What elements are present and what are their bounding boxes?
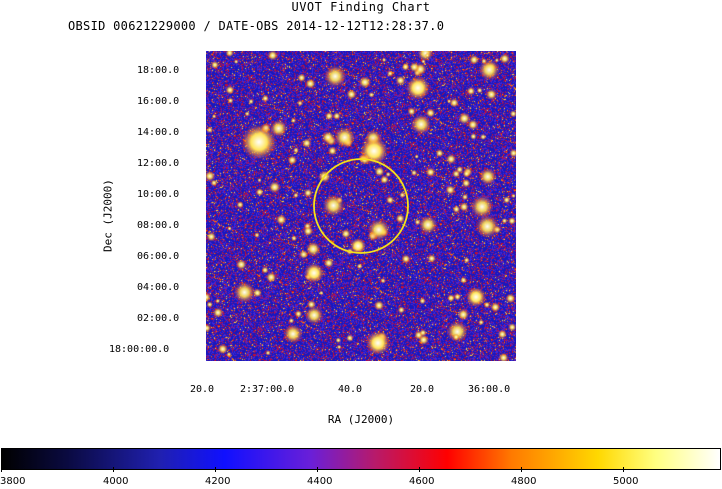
colorbar-tick <box>623 467 624 472</box>
colorbar-label: 4800 <box>511 476 537 487</box>
ra-tick-label: 40.0 <box>338 384 363 395</box>
colorbar-label: 4200 <box>205 476 231 487</box>
dec-tick-label: 18:00.0 <box>137 65 180 76</box>
colorbar-label: 4600 <box>409 476 435 487</box>
dec-tick-label: 04:00.0 <box>137 282 180 293</box>
source-region-overlay <box>313 158 409 254</box>
colorbar-tick <box>1 467 2 472</box>
colorbar-label: 4400 <box>307 476 333 487</box>
finding-chart-image <box>206 51 516 361</box>
ra-axis-title: RA (J2000) <box>327 413 395 426</box>
chart-subtitle: OBSID 00621229000 / DATE-OBS 2014-12-12T… <box>68 19 445 33</box>
dec-tick-label: 14:00.0 <box>137 127 180 138</box>
source-region-circle <box>313 158 409 254</box>
ra-tick-label: 20.0 <box>410 384 435 395</box>
ra-tick-label: 2:37:00.0 <box>240 384 295 395</box>
colorbar-label: 3800 <box>0 476 26 487</box>
dec-tick-label: 06:00.0 <box>137 251 180 262</box>
dec-axis-title: Dec (J2000) <box>101 179 115 252</box>
dec-tick-label: 02:00.0 <box>137 313 180 324</box>
dec-tick-label: 12:00.0 <box>137 158 180 169</box>
dec-tick-label: 16:00.0 <box>137 96 180 107</box>
colorbar-tick <box>215 467 216 472</box>
colorbar-label: 5000 <box>613 476 639 487</box>
ra-tick-label: 20.0 <box>190 384 215 395</box>
ra-tick-label: 36:00.0 <box>468 384 511 395</box>
dec-tick-label: 10:00.0 <box>137 189 180 200</box>
colorbar-label: 4000 <box>103 476 129 487</box>
colorbar-tick <box>113 467 114 472</box>
sky-image <box>206 51 516 361</box>
dec-tick-label: 18:00:00.0 <box>109 344 170 355</box>
colorbar-tick <box>419 467 420 472</box>
dec-tick-label: 08:00.0 <box>137 220 180 231</box>
colorbar <box>1 448 721 470</box>
colorbar-tick <box>317 467 318 472</box>
colorbar-tick <box>521 467 522 472</box>
chart-title: UVOT Finding Chart <box>291 0 431 14</box>
